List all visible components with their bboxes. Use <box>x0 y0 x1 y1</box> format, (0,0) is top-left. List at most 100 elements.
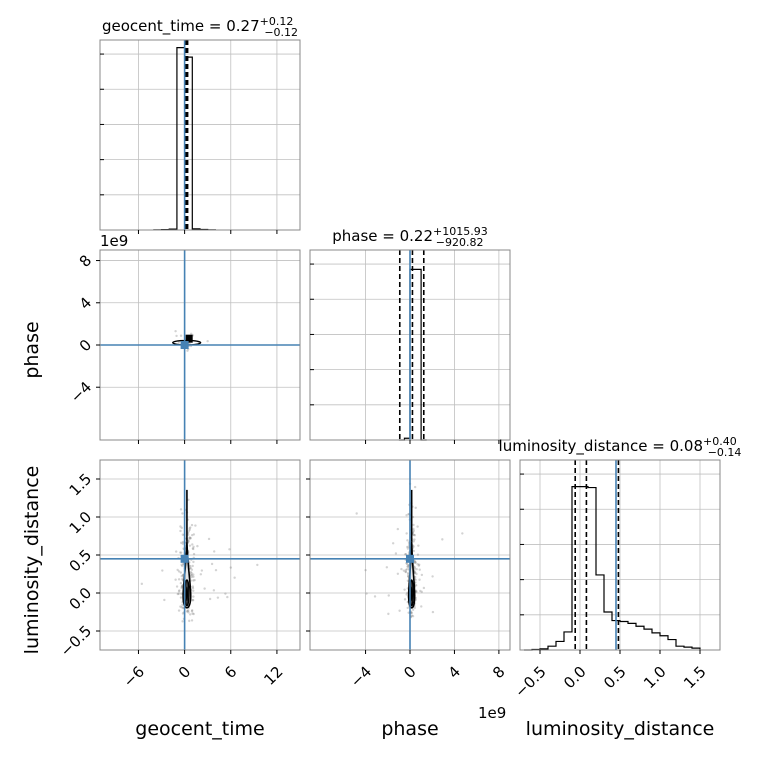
sample-point <box>364 568 367 572</box>
sample-point <box>404 568 408 572</box>
y-tick-label: 1.5 <box>66 470 96 500</box>
sample-point <box>189 526 192 529</box>
x-tick-label: 8 <box>489 663 508 682</box>
sample-point <box>188 544 192 547</box>
sample-point <box>192 560 195 564</box>
sample-point <box>188 536 191 539</box>
sample-point <box>414 578 417 582</box>
sample-point <box>199 573 203 576</box>
sample-point <box>188 527 191 530</box>
sample-point <box>406 545 409 549</box>
xlabel-luminosity-distance: luminosity_distance <box>526 718 715 740</box>
sample-point <box>413 606 416 610</box>
sample-point <box>193 578 196 582</box>
sample-point <box>180 526 183 530</box>
sample-point <box>186 349 189 352</box>
x-tick-label: −0.5 <box>511 663 549 701</box>
x-tick-label: −4 <box>347 663 375 691</box>
sample-point <box>179 525 182 528</box>
panel-geocent_time-luminosity_distance <box>100 460 300 650</box>
panel-phase-luminosity_distance <box>310 460 510 650</box>
sample-point <box>207 537 211 541</box>
ylabel-luminosity-distance: luminosity_distance <box>21 466 43 655</box>
sample-point <box>355 512 358 515</box>
sample-point <box>414 561 417 564</box>
sample-point <box>365 592 368 595</box>
sample-point <box>176 568 179 572</box>
sample-point <box>394 552 398 555</box>
x-tick-label: 6 <box>221 663 240 682</box>
sample-point <box>404 570 407 574</box>
sample-point <box>413 559 417 563</box>
sample-point <box>415 572 418 576</box>
sample-point <box>191 547 195 550</box>
sample-point <box>412 523 415 527</box>
sample-point <box>192 547 195 551</box>
sample-point <box>189 566 192 570</box>
sample-point <box>416 525 419 528</box>
sample-point <box>413 560 417 564</box>
sample-point <box>412 545 415 548</box>
sample-point <box>180 551 183 554</box>
sample-point <box>406 565 409 568</box>
sample-point <box>206 339 209 343</box>
sample-point <box>188 537 191 540</box>
sample-point <box>181 606 185 610</box>
density-core <box>185 334 193 343</box>
sample-point <box>407 564 410 567</box>
sample-point <box>414 584 418 587</box>
sample-point <box>412 540 415 543</box>
sample-point <box>413 567 417 570</box>
sample-point <box>181 577 184 581</box>
sample-point <box>179 529 182 533</box>
sample-point <box>413 571 417 574</box>
sample-point <box>417 564 421 567</box>
sample-point <box>412 529 415 532</box>
sample-point <box>405 514 408 517</box>
sample-point <box>181 512 184 515</box>
x-tick-label: 0.0 <box>560 663 590 693</box>
sample-point <box>415 567 418 571</box>
sample-point <box>192 575 195 578</box>
sample-point <box>422 586 426 590</box>
sample-point <box>431 610 435 614</box>
sample-point <box>405 562 409 566</box>
sample-point <box>181 540 185 544</box>
histogram-luminosity_distance <box>524 486 701 651</box>
sample-point <box>192 545 195 549</box>
sample-point <box>188 528 191 532</box>
sample-point <box>224 592 227 595</box>
y-tick-label: 4 <box>76 294 95 313</box>
sample-point <box>177 341 181 344</box>
sample-point <box>189 536 192 540</box>
sample-point <box>188 619 191 623</box>
sample-point <box>418 578 421 581</box>
sample-point <box>412 527 415 531</box>
x-tick-label: 0 <box>175 663 194 682</box>
sample-point <box>181 564 184 568</box>
sample-point <box>190 609 194 612</box>
panel-frame <box>99 39 301 231</box>
sample-point <box>192 533 196 536</box>
sample-point <box>179 581 183 585</box>
sample-point <box>431 575 434 578</box>
sample-point <box>404 552 407 556</box>
sample-point <box>419 589 422 593</box>
sample-point <box>400 567 403 571</box>
sample-point <box>407 575 410 578</box>
sample-point <box>179 508 183 511</box>
sample-point <box>188 567 192 570</box>
xlabel-phase: phase <box>381 718 438 740</box>
sample-point <box>191 586 195 590</box>
sample-point <box>190 572 193 575</box>
sample-point <box>191 543 194 546</box>
sample-point <box>189 564 192 568</box>
sample-point <box>420 590 423 594</box>
sample-point <box>191 612 194 615</box>
sample-point <box>406 539 409 542</box>
sample-point <box>189 537 192 540</box>
x-tick-label: 1.0 <box>640 663 670 693</box>
sample-point <box>385 566 389 569</box>
sample-point <box>181 542 185 545</box>
